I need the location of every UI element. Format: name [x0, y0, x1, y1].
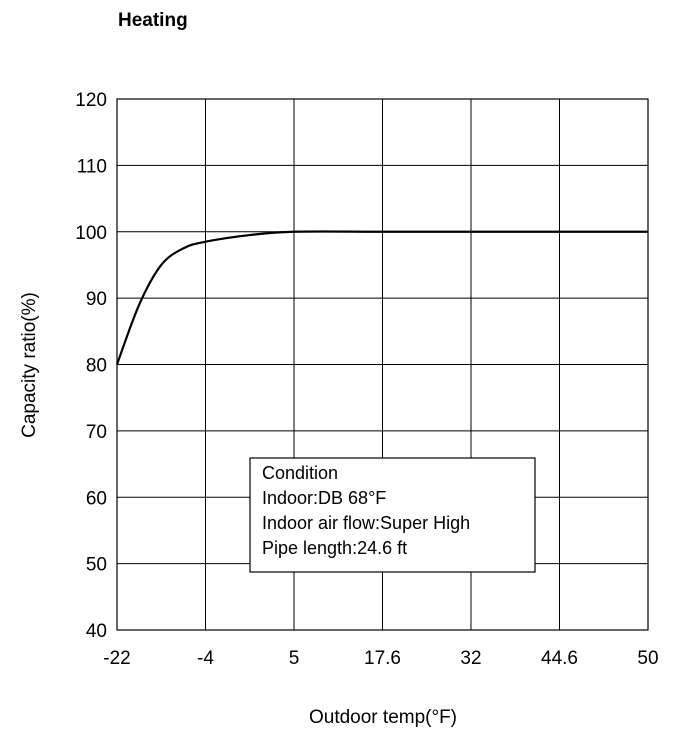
- x-tick-label: 5: [289, 648, 300, 669]
- x-axis-label: Outdoor temp(°F): [309, 707, 457, 728]
- series-line: [115, 230, 648, 365]
- condition-line: Indoor air flow:Super High: [262, 513, 470, 533]
- chart-title: Heating: [118, 10, 188, 31]
- y-tick-label: 70: [86, 422, 107, 443]
- condition-line: Indoor:DB 68°F: [262, 488, 386, 508]
- y-tick-label: 100: [75, 223, 107, 244]
- x-tick-label: -22: [103, 648, 130, 669]
- y-tick-label: 40: [86, 621, 107, 642]
- tick-labels: 40 50 60 70 80 90 100 110 120 -22 -4 5 17.6 32 44.6 50: [75, 90, 658, 669]
- series-line-group: [115, 230, 648, 365]
- x-tick-label: 44.6: [541, 648, 578, 669]
- y-tick-label: 120: [75, 90, 107, 111]
- x-tick-label: -4: [197, 648, 214, 669]
- y-tick-label: 50: [86, 555, 107, 576]
- condition-box-frame: [249, 457, 536, 573]
- condition-line: Condition: [262, 463, 338, 483]
- x-tick-label: 50: [637, 648, 658, 669]
- condition-box: Condition Indoor:DB 68°F Indoor air flow:S…: [249, 457, 536, 573]
- y-tick-label: 110: [77, 156, 107, 177]
- x-tick-label: 32: [460, 648, 481, 669]
- y-tick-label: 60: [86, 488, 107, 509]
- x-tick-label: 17.6: [364, 648, 401, 669]
- condition-line: Pipe length:24.6 ft: [262, 538, 407, 558]
- y-tick-label: 90: [86, 289, 107, 310]
- y-axis-label: Capacity ratio(%): [19, 292, 40, 438]
- y-tick-label: 80: [86, 356, 107, 377]
